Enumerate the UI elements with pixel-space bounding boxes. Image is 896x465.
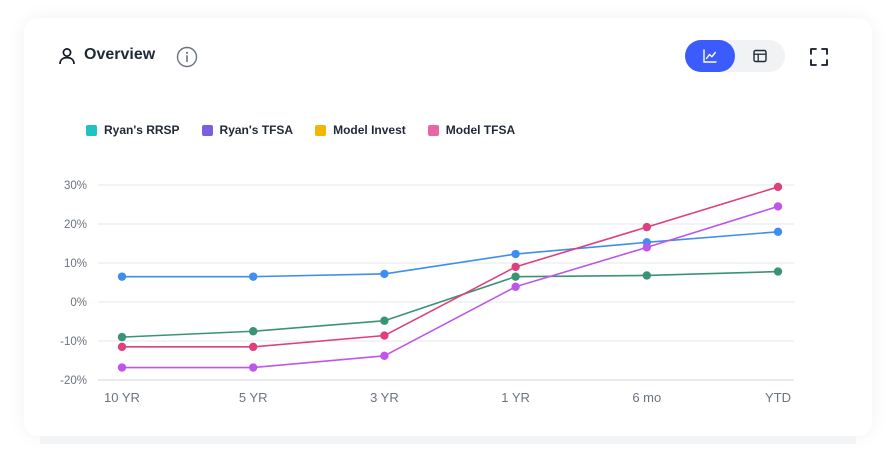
series-line: [122, 186, 779, 348]
legend-swatch: [427, 124, 439, 136]
table-view-button[interactable]: [735, 40, 785, 72]
legend-swatch: [315, 124, 327, 136]
line-chart-icon: [703, 49, 717, 63]
line-chart: 30% 20% 10% 0% -10% -20% 10 YR 5 YR 3 YR 1 YR 6 mo…: [60, 180, 794, 405]
x-tick-label: YTD: [765, 390, 791, 405]
data-point[interactable]: [117, 332, 127, 342]
data-point[interactable]: [117, 272, 127, 281]
legend-swatch: [201, 124, 213, 136]
legend-swatch: [86, 124, 97, 136]
series-line: [122, 231, 779, 278]
data-point[interactable]: [117, 342, 127, 352]
card-header: Overview: [24, 18, 872, 98]
data-point[interactable]: [511, 282, 520, 291]
overview-card: Overview: [24, 18, 872, 436]
x-tick-label: 10 YR: [104, 390, 140, 405]
chart-legend: Ryan's RRSP Ryan's TFSA Model Invest Mod…: [86, 121, 537, 139]
data-point[interactable]: [380, 316, 389, 325]
table-icon: [753, 49, 767, 63]
data-point[interactable]: [773, 227, 783, 236]
data-point[interactable]: [249, 327, 258, 336]
legend-label: Ryan's RRSP: [104, 123, 180, 137]
data-point[interactable]: [380, 351, 389, 361]
data-point[interactable]: [642, 271, 651, 280]
chart-view-button[interactable]: [685, 40, 735, 72]
data-point[interactable]: [380, 331, 389, 340]
y-tick-label: 0%: [70, 297, 87, 309]
x-tick-label: 1 YR: [501, 390, 530, 405]
user-icon: [59, 48, 75, 65]
y-tick-label: 20%: [64, 219, 87, 231]
series-line: [121, 270, 779, 338]
y-tick-label: 30%: [64, 180, 87, 192]
data-point[interactable]: [642, 222, 651, 232]
legend-label: Model Invest: [333, 123, 406, 137]
data-point[interactable]: [380, 269, 389, 279]
y-tick-label: -20%: [60, 375, 87, 387]
bottom-strip: [40, 436, 856, 444]
legend-item[interactable]: Model TFSA: [427, 121, 516, 139]
y-tick-label: 10%: [64, 258, 87, 270]
data-point[interactable]: [511, 262, 520, 272]
data-point[interactable]: [773, 202, 783, 211]
data-point[interactable]: [773, 267, 783, 276]
data-point[interactable]: [249, 272, 258, 281]
data-point[interactable]: [642, 243, 651, 252]
view-toggle: [685, 40, 785, 72]
page-title: Overview: [84, 46, 156, 63]
data-point[interactable]: [511, 272, 520, 281]
y-tick-label: -10%: [60, 336, 87, 348]
legend-item[interactable]: Ryan's TFSA: [201, 121, 294, 139]
legend-label: Ryan's TFSA: [219, 123, 294, 137]
series-line: [122, 205, 779, 369]
info-icon[interactable]: [176, 46, 198, 68]
x-tick-label: 6 mo: [632, 390, 661, 405]
x-tick-label: 3 YR: [370, 390, 399, 405]
legend-label: Model TFSA: [445, 123, 516, 137]
legend-item[interactable]: Ryan's RRSP: [86, 121, 180, 139]
expand-icon[interactable]: [809, 47, 829, 67]
data-point[interactable]: [511, 249, 520, 259]
data-point[interactable]: [117, 363, 127, 372]
data-point[interactable]: [249, 363, 258, 372]
data-point[interactable]: [249, 342, 258, 352]
x-tick-label: 5 YR: [239, 390, 268, 405]
data-point[interactable]: [773, 182, 783, 192]
legend-item[interactable]: Model Invest: [315, 121, 406, 139]
